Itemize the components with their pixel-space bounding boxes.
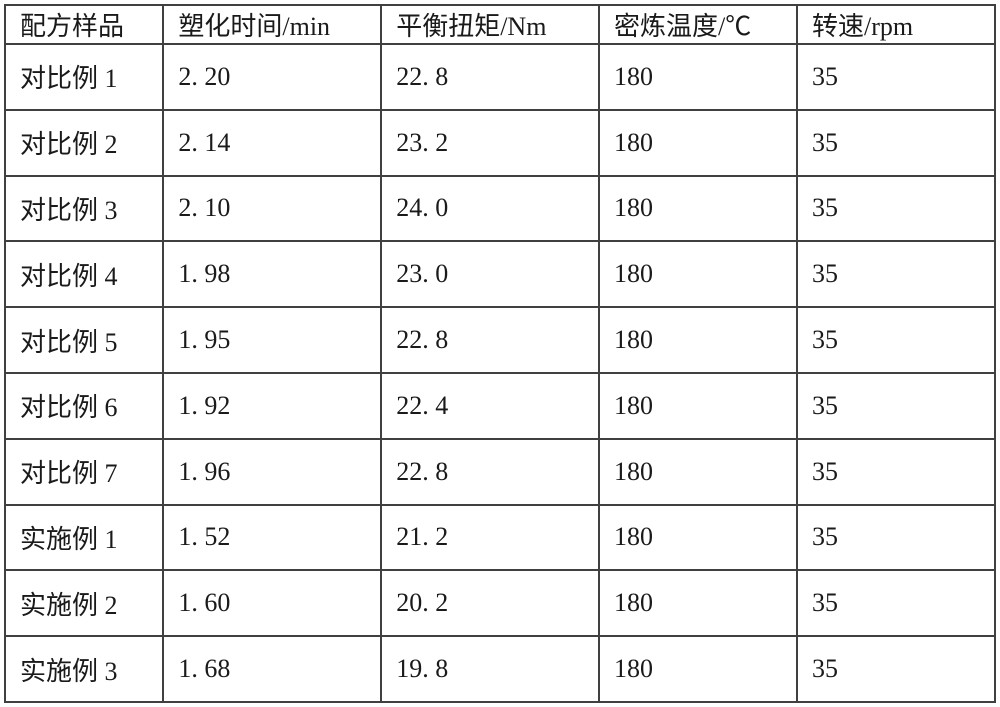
cell: 22. 8: [381, 307, 599, 373]
cell: 180: [599, 439, 797, 505]
cell: 21. 2: [381, 505, 599, 571]
cell: 35: [797, 439, 995, 505]
cell: 1. 98: [163, 241, 381, 307]
cell: 180: [599, 241, 797, 307]
cell: 35: [797, 373, 995, 439]
cell: 对比例 6: [5, 373, 163, 439]
cell: 1. 60: [163, 570, 381, 636]
cell: 23. 2: [381, 110, 599, 176]
cell: 180: [599, 44, 797, 110]
cell: 1. 96: [163, 439, 381, 505]
cell: 实施例 3: [5, 636, 163, 702]
table-header-row: 配方样品 塑化时间/min 平衡扭矩/Nm 密炼温度/℃ 转速/rpm: [5, 5, 995, 44]
col-header: 转速/rpm: [797, 5, 995, 44]
cell: 180: [599, 373, 797, 439]
table-row: 对比例 1 2. 20 22. 8 180 35: [5, 44, 995, 110]
cell: 180: [599, 636, 797, 702]
cell: 20. 2: [381, 570, 599, 636]
cell: 35: [797, 505, 995, 571]
table-row: 对比例 4 1. 98 23. 0 180 35: [5, 241, 995, 307]
cell: 35: [797, 241, 995, 307]
cell: 35: [797, 570, 995, 636]
cell: 180: [599, 307, 797, 373]
cell: 180: [599, 505, 797, 571]
table-row: 对比例 5 1. 95 22. 8 180 35: [5, 307, 995, 373]
data-table: 配方样品 塑化时间/min 平衡扭矩/Nm 密炼温度/℃ 转速/rpm 对比例 …: [4, 4, 996, 703]
cell: 1. 68: [163, 636, 381, 702]
cell: 35: [797, 307, 995, 373]
cell: 1. 52: [163, 505, 381, 571]
cell: 19. 8: [381, 636, 599, 702]
cell: 对比例 5: [5, 307, 163, 373]
table-body: 对比例 1 2. 20 22. 8 180 35 对比例 2 2. 14 23.…: [5, 44, 995, 702]
cell: 对比例 1: [5, 44, 163, 110]
cell: 180: [599, 176, 797, 242]
cell: 35: [797, 176, 995, 242]
cell: 35: [797, 44, 995, 110]
table-row: 对比例 3 2. 10 24. 0 180 35: [5, 176, 995, 242]
cell: 35: [797, 110, 995, 176]
cell: 22. 4: [381, 373, 599, 439]
cell: 对比例 2: [5, 110, 163, 176]
table-container: 配方样品 塑化时间/min 平衡扭矩/Nm 密炼温度/℃ 转速/rpm 对比例 …: [0, 0, 1000, 707]
cell: 实施例 2: [5, 570, 163, 636]
cell: 22. 8: [381, 44, 599, 110]
cell: 1. 92: [163, 373, 381, 439]
cell: 1. 95: [163, 307, 381, 373]
cell: 24. 0: [381, 176, 599, 242]
table-row: 实施例 1 1. 52 21. 2 180 35: [5, 505, 995, 571]
cell: 35: [797, 636, 995, 702]
cell: 180: [599, 570, 797, 636]
cell: 23. 0: [381, 241, 599, 307]
table-row: 对比例 6 1. 92 22. 4 180 35: [5, 373, 995, 439]
table-row: 实施例 3 1. 68 19. 8 180 35: [5, 636, 995, 702]
table-row: 对比例 7 1. 96 22. 8 180 35: [5, 439, 995, 505]
cell: 对比例 7: [5, 439, 163, 505]
table-row: 对比例 2 2. 14 23. 2 180 35: [5, 110, 995, 176]
cell: 180: [599, 110, 797, 176]
cell: 2. 10: [163, 176, 381, 242]
cell: 实施例 1: [5, 505, 163, 571]
cell: 对比例 3: [5, 176, 163, 242]
col-header: 塑化时间/min: [163, 5, 381, 44]
col-header: 配方样品: [5, 5, 163, 44]
table-row: 实施例 2 1. 60 20. 2 180 35: [5, 570, 995, 636]
col-header: 平衡扭矩/Nm: [381, 5, 599, 44]
cell: 22. 8: [381, 439, 599, 505]
cell: 2. 20: [163, 44, 381, 110]
cell: 对比例 4: [5, 241, 163, 307]
col-header: 密炼温度/℃: [599, 5, 797, 44]
cell: 2. 14: [163, 110, 381, 176]
